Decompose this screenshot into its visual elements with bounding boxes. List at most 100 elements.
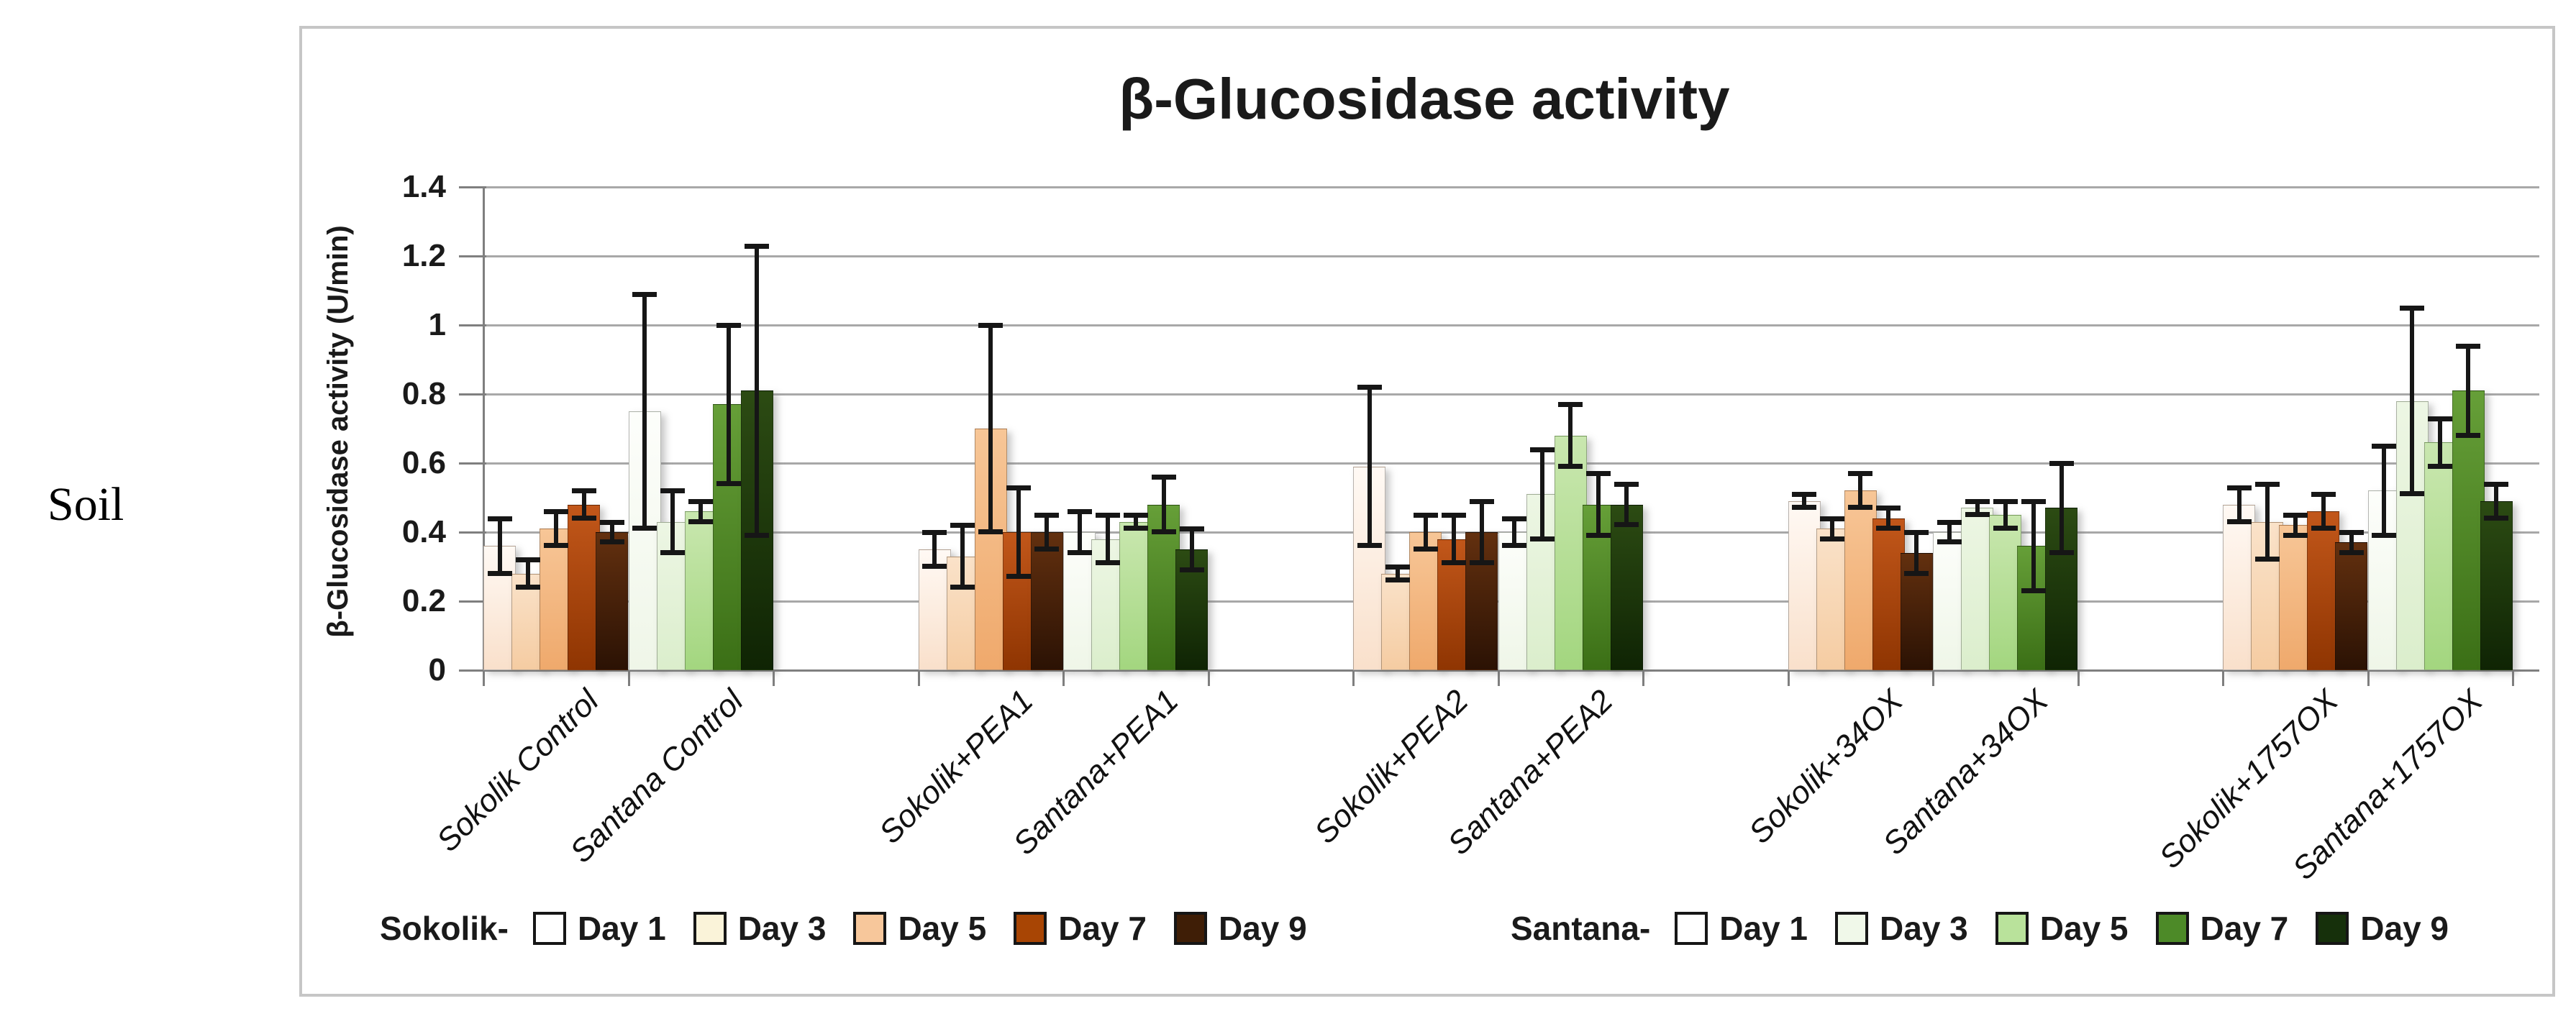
bar-Sokolik Control-Day 5: [540, 529, 572, 670]
error-bar-cap: [1442, 513, 1466, 518]
y-tick-label: 1.4: [401, 169, 446, 204]
legend-swatch-icon: [1014, 912, 1047, 945]
bar-Sokolik+1757OX-Day 5: [2279, 525, 2311, 670]
x-axis-tick: [1352, 670, 1355, 686]
error-bar-line: [988, 325, 993, 532]
error-bar-cap: [1530, 447, 1555, 452]
error-bar-cap: [1180, 526, 1204, 531]
error-bar-cap: [1937, 520, 1962, 525]
error-bar-cap: [2021, 588, 2046, 593]
error-bar-line: [1802, 494, 1806, 508]
error-bar-cap: [1937, 539, 1962, 544]
error-bar-line: [932, 532, 937, 567]
error-bar-cap: [2372, 533, 2396, 538]
error-bar-line: [498, 518, 502, 574]
y-axis-tick: [459, 186, 486, 188]
error-bar-cap: [1993, 499, 2018, 504]
error-bar-cap: [716, 323, 741, 328]
legend-item-label: Day 7: [2200, 910, 2289, 947]
error-bar-line: [2293, 515, 2298, 536]
error-bar-cap: [950, 523, 975, 528]
legend-item-sokolik-Day 1: Day 1: [532, 909, 666, 948]
error-bar-cap: [544, 509, 568, 514]
y-axis-tick: [459, 393, 486, 396]
legend-item-sokolik-Day 9: Day 9: [1173, 909, 1307, 948]
x-axis-tick: [1062, 670, 1065, 686]
error-bar-cap: [1442, 560, 1466, 565]
error-bar-cap: [2400, 491, 2424, 496]
x-axis-tick: [1788, 670, 1790, 686]
soil-side-label: Soil: [47, 478, 124, 531]
error-bar-line: [2237, 488, 2242, 522]
x-axis-tick: [2077, 670, 2080, 686]
x-axis-tick: [1498, 670, 1500, 686]
legend-swatch-icon: [532, 912, 566, 945]
error-bar-cap: [2049, 550, 2074, 555]
legend-item-sokolik-Day 3: Day 3: [693, 909, 826, 948]
error-bar-cap: [1124, 513, 1148, 518]
error-bar-cap: [1792, 505, 1816, 510]
error-bar-cap: [632, 292, 657, 297]
error-bar-cap: [1904, 571, 1929, 576]
error-bar-cap: [1820, 516, 1844, 521]
bar-Santana+PEA1-Day 1: [1063, 532, 1096, 670]
error-bar-cap: [2227, 519, 2252, 524]
gridline: [464, 324, 2539, 326]
error-bar-line: [1947, 522, 1952, 542]
legend-swatch-icon: [2155, 912, 2189, 945]
legend-swatch-icon: [2316, 912, 2349, 945]
bar-Santana+PEA2-Day 9: [1611, 505, 1643, 670]
error-bar-cap: [516, 585, 540, 590]
error-bar-cap: [716, 481, 741, 486]
error-bar-cap: [1357, 385, 1382, 390]
legend-item-label: Day 1: [577, 910, 666, 947]
x-axis-tick: [918, 670, 920, 686]
error-bar-line: [554, 511, 558, 546]
error-bar-cap: [2311, 526, 2336, 531]
error-bar-cap: [1965, 512, 1990, 517]
error-bar-line: [1568, 404, 1573, 467]
error-bar-cap: [1006, 485, 1031, 490]
error-bar-line: [2349, 532, 2354, 553]
legend-santana: Santana- Day 1 Day 3 Day 5 Day 7 Day 9: [1511, 908, 2476, 949]
chart-title: β-Glucosidase activity: [1119, 67, 1730, 131]
error-bar-line: [2060, 463, 2064, 553]
error-bar-cap: [1068, 509, 1092, 514]
legend-santana-prefix: Santana-: [1511, 910, 1651, 947]
error-bar-cap: [1068, 550, 1092, 555]
error-bar-line: [526, 559, 530, 588]
error-bar-cap: [1096, 513, 1120, 518]
bar-Sokolik+PEA2-Day 5: [1409, 532, 1442, 670]
legend-item-santana-Day 7: Day 7: [2155, 909, 2289, 948]
legend-item-label: Day 7: [1058, 910, 1147, 947]
x-axis-tick: [1642, 670, 1644, 686]
y-axis-tick: [459, 669, 486, 672]
error-bar-line: [755, 246, 759, 536]
error-bar-cap: [1530, 536, 1555, 541]
error-bar-cap: [1385, 577, 1410, 582]
legend-swatch-icon: [853, 912, 887, 945]
error-bar-line: [1106, 515, 1110, 563]
error-bar-cap: [1152, 529, 1176, 534]
error-bar-cap: [1820, 536, 1844, 541]
error-bar-line: [2003, 501, 2008, 529]
error-bar-line: [1452, 515, 1456, 563]
y-tick-label: 1.2: [401, 238, 446, 273]
error-bar-line: [2438, 419, 2442, 467]
error-bar-cap: [2484, 482, 2508, 487]
error-bar-cap: [745, 244, 769, 249]
error-bar-cap: [978, 529, 1003, 534]
y-tick-label: 0.8: [401, 376, 446, 411]
error-bar-line: [1914, 532, 1919, 574]
legend-item-santana-Day 1: Day 1: [1675, 909, 1808, 948]
error-bar-line: [1540, 449, 1544, 539]
error-bar-line: [1396, 567, 1400, 580]
y-tick-label: 0: [428, 652, 446, 687]
error-bar-line: [1858, 473, 1862, 508]
error-bar-line: [1512, 518, 1516, 546]
error-bar-cap: [978, 323, 1003, 328]
error-bar-line: [2466, 346, 2470, 436]
error-bar-line: [1424, 515, 1428, 549]
legend-item-label: Day 3: [1880, 910, 1968, 947]
error-bar-cap: [1993, 526, 2018, 531]
